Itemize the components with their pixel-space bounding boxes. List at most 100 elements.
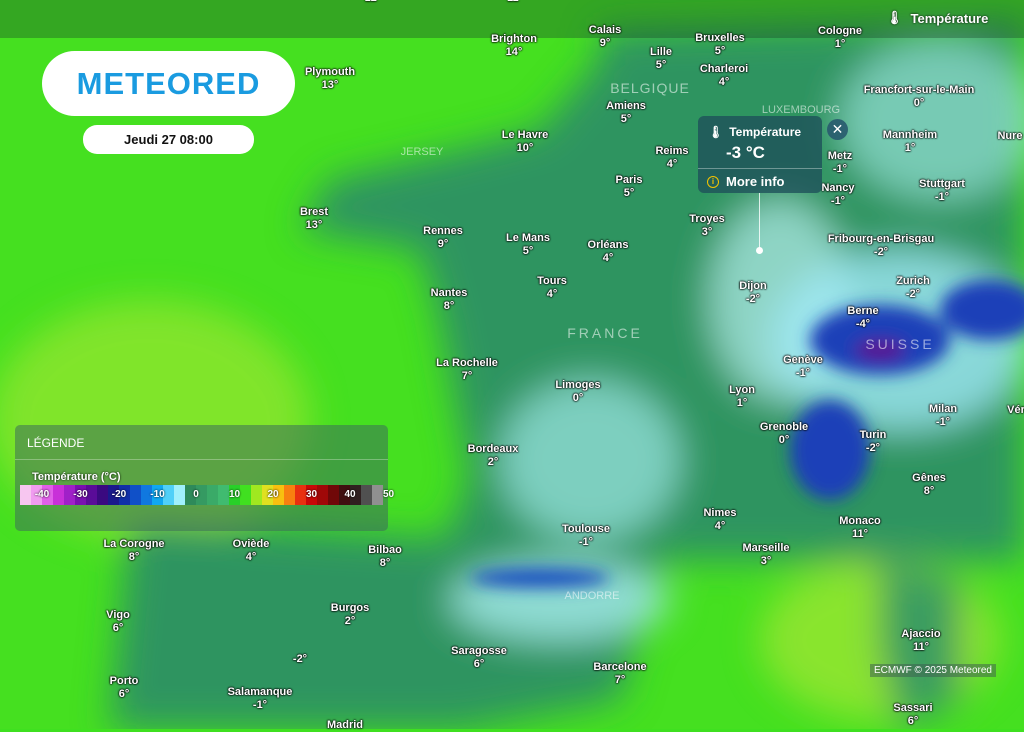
close-icon[interactable]: ✕ [827, 119, 848, 140]
city-temperature: 14° [505, 46, 523, 58]
city-name: Metz [827, 150, 853, 162]
city-name: Nure [997, 130, 1023, 142]
city-label[interactable]: Toulouse -1° [562, 523, 610, 549]
layer-selector[interactable]: 🌡 Température [886, 10, 988, 26]
city-label[interactable]: Milan -1° [929, 403, 957, 429]
city-label[interactable]: Bruxelles 5° [695, 32, 745, 58]
thermometer-icon: 🌡 [886, 10, 903, 25]
city-label[interactable]: Gênes 8° [912, 472, 946, 498]
city-name: Brighton [491, 33, 537, 45]
city-name: Orléans [587, 239, 629, 251]
more-info-button[interactable]: i More info [707, 174, 785, 189]
city-label[interactable]: Orléans 4° [588, 239, 629, 265]
city-label[interactable]: Metz -1° [828, 150, 852, 176]
scale-tick: -10 [150, 489, 165, 500]
city-label[interactable]: Lille 5° [650, 46, 672, 72]
city-label[interactable]: Bordeaux 2° [468, 443, 519, 469]
city-label[interactable]: Madrid [327, 719, 363, 732]
city-label[interactable]: Plymouth 13° [305, 66, 355, 92]
city-label[interactable]: Calais 9° [589, 24, 621, 50]
city-label[interactable]: Vigo 6° [106, 609, 130, 635]
city-temperature: 9° [599, 37, 611, 49]
city-label[interactable]: Sassari 6° [893, 702, 932, 728]
scale-tick: -20 [111, 489, 127, 500]
city-label[interactable]: Nancy -1° [821, 182, 854, 208]
city-label[interactable]: Salamanque -1° [228, 686, 293, 712]
city-label[interactable]: Burgos 2° [331, 602, 370, 628]
city-label[interactable]: La Corogne 8° [103, 538, 164, 564]
city-label[interactable]: Porto 6° [110, 675, 139, 701]
city-temperature: 6° [112, 622, 124, 634]
city-label[interactable]: 11° [507, 0, 523, 5]
city-temperature: -1° [935, 416, 951, 428]
city-label[interactable]: Le Mans 5° [506, 232, 550, 258]
city-label[interactable]: Saragosse 6° [451, 645, 507, 671]
city-label[interactable]: Nantes 8° [431, 287, 468, 313]
city-label[interactable]: Nimes 4° [703, 507, 736, 533]
city-label[interactable]: Francfort-sur-le-Main 0° [864, 84, 975, 110]
scale-swatch [328, 485, 339, 505]
city-label[interactable]: 12° [365, 0, 382, 5]
city-name: Plymouth [304, 66, 356, 78]
country-label: JERSEY [400, 146, 444, 158]
scale-tick: -30 [73, 489, 88, 500]
scale-swatch [240, 485, 251, 505]
scale-swatch [130, 485, 141, 505]
city-label[interactable]: Nure [997, 130, 1022, 143]
city-name: Madrid [326, 719, 364, 731]
city-label[interactable]: Brighton 14° [491, 33, 537, 59]
city-label[interactable]: Limoges 0° [555, 379, 600, 405]
city-label[interactable]: Fribourg-en-Brisgau -2° [828, 233, 934, 259]
city-temperature: 5° [620, 113, 632, 125]
city-label[interactable]: Barcelone 7° [593, 661, 646, 687]
city-label[interactable]: Marseille 3° [742, 542, 789, 568]
scale-swatch [75, 485, 86, 505]
city-name: Rennes [423, 225, 463, 237]
meteored-logo[interactable]: METEORED [42, 51, 295, 116]
scale-swatch [141, 485, 152, 505]
country-label: LUXEMBOURG [761, 104, 841, 116]
city-temperature: -2° [873, 246, 889, 258]
city-label[interactable]: Cologne 1° [818, 25, 862, 51]
city-label[interactable]: Berne -4° [847, 305, 878, 331]
city-label[interactable]: Troyes 3° [689, 213, 724, 239]
city-label[interactable]: Grenoble 0° [760, 421, 808, 447]
city-temperature: 3° [760, 555, 772, 567]
city-temperature: 13° [305, 219, 323, 231]
city-label[interactable]: Mannheim 1° [883, 129, 937, 155]
city-name: Nantes [430, 287, 468, 299]
city-temperature: 11° [912, 641, 930, 653]
city-label[interactable]: Oviède 4° [233, 538, 270, 564]
city-name: Amiens [606, 100, 646, 112]
city-label[interactable]: Zurich -2° [896, 275, 930, 301]
city-label[interactable]: Vér [1007, 404, 1024, 417]
city-label[interactable]: Reims 4° [655, 145, 688, 171]
city-label[interactable]: Genève -1° [783, 354, 823, 380]
city-label[interactable]: Tours 4° [537, 275, 567, 301]
city-label[interactable]: Rennes 9° [423, 225, 463, 251]
city-label[interactable]: Le Havre 10° [502, 129, 548, 155]
city-label[interactable]: Brest 13° [300, 206, 328, 232]
city-label[interactable]: Ajaccio 11° [901, 628, 940, 654]
city-name: Vér [1007, 404, 1024, 416]
city-label[interactable]: Turin -2° [860, 429, 887, 455]
city-label[interactable]: Amiens 5° [606, 100, 646, 126]
city-name: Porto [109, 675, 139, 687]
city-label[interactable]: Monaco 11° [839, 515, 881, 541]
forecast-datetime[interactable]: Jeudi 27 08:00 [83, 125, 254, 154]
city-label[interactable]: Bilbao 8° [368, 544, 402, 570]
city-label[interactable]: Stuttgart -1° [919, 178, 965, 204]
city-label[interactable]: Dijon -2° [739, 280, 767, 306]
city-label[interactable]: La Rochelle 7° [436, 357, 498, 383]
city-name: Lyon [729, 384, 755, 396]
city-label[interactable]: Charleroi 4° [700, 63, 748, 89]
city-temperature: 11° [507, 0, 523, 5]
legend-title: LÉGENDE [27, 436, 85, 450]
city-label[interactable]: Paris 5° [616, 174, 643, 200]
city-label[interactable]: -2° [293, 653, 307, 666]
city-label[interactable]: Lyon 1° [729, 384, 755, 410]
popup-value: -3 °C [726, 143, 765, 162]
city-temperature: -2° [292, 653, 308, 665]
city-temperature: 8° [443, 300, 455, 312]
